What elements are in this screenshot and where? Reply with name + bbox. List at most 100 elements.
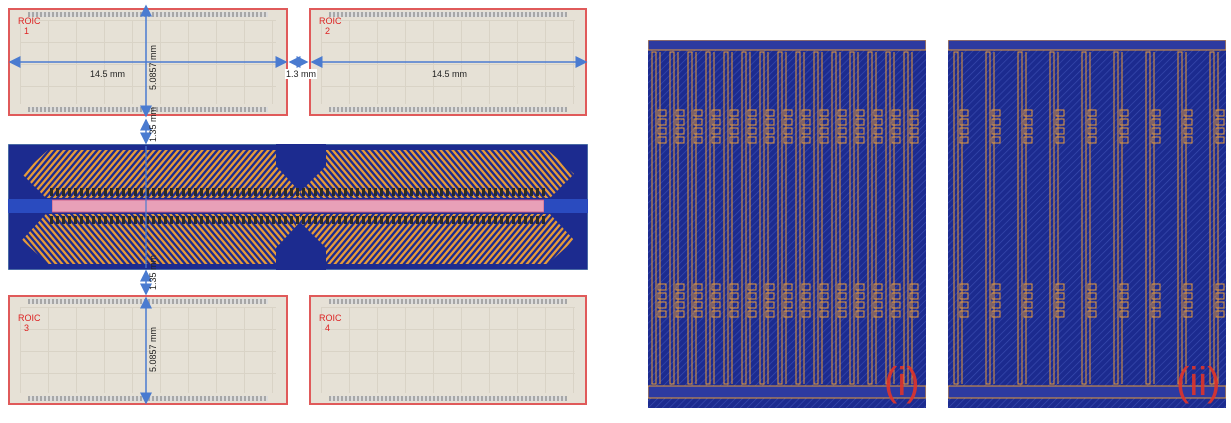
- bond-pad: [819, 127, 829, 135]
- bond-pad: [1119, 292, 1129, 300]
- bond-pad: [991, 136, 1001, 144]
- metal-column: [687, 51, 693, 385]
- bond-pad: [909, 283, 919, 291]
- bond-pad: [1023, 310, 1033, 318]
- bond-pad: [819, 118, 829, 126]
- roic-grid: [321, 307, 575, 393]
- bond-pad: [765, 118, 775, 126]
- bond-pad: [693, 109, 703, 117]
- metal-column: [741, 51, 747, 385]
- bond-pad: [1055, 109, 1065, 117]
- bond-pad: [991, 292, 1001, 300]
- bond-pad: [819, 301, 829, 309]
- bond-pad: [675, 301, 685, 309]
- bond-pad: [765, 136, 775, 144]
- bond-pad: [909, 301, 919, 309]
- bond-pad: [801, 283, 811, 291]
- bond-pad: [657, 118, 667, 126]
- bond-pad: [1183, 301, 1193, 309]
- bond-pad: [693, 127, 703, 135]
- bond-pad: [855, 118, 865, 126]
- bond-pad: [1151, 136, 1161, 144]
- bond-pad: [1183, 127, 1193, 135]
- bond-pad: [747, 283, 757, 291]
- bond-pad: [855, 283, 865, 291]
- bond-pad: [1151, 127, 1161, 135]
- bond-pad: [801, 118, 811, 126]
- bond-pad: [693, 283, 703, 291]
- bond-pad: [747, 310, 757, 318]
- bond-pad: [1151, 301, 1161, 309]
- notch-bottom: [276, 222, 326, 270]
- metal-column: [953, 51, 959, 385]
- interconnect-block: [8, 144, 588, 270]
- metal-column: [885, 51, 891, 385]
- column-group-ii: [953, 51, 1219, 385]
- width-label-left: 14.5 mm: [90, 69, 126, 79]
- notch-top: [276, 144, 326, 192]
- bond-pad: [909, 127, 919, 135]
- bond-pad: [765, 310, 775, 318]
- bond-pad: [1055, 283, 1065, 291]
- bond-pad: [1023, 136, 1033, 144]
- trace-fan-upper-right: [296, 150, 574, 198]
- bond-pad: [783, 127, 793, 135]
- bond-pad: [747, 292, 757, 300]
- bond-pad: [657, 292, 667, 300]
- bond-pad: [837, 127, 847, 135]
- bond-pad: [837, 301, 847, 309]
- bond-pad: [1087, 310, 1097, 318]
- roic-block-4: ROIC 4: [309, 295, 587, 405]
- bond-pad: [1023, 109, 1033, 117]
- bond-pad: [1119, 301, 1129, 309]
- bond-pad: [693, 292, 703, 300]
- bond-pad: [1023, 292, 1033, 300]
- bond-pad: [711, 292, 721, 300]
- bond-pad: [729, 127, 739, 135]
- bond-pad: [765, 283, 775, 291]
- bond-pad: [675, 292, 685, 300]
- bond-pad: [1183, 310, 1193, 318]
- bond-pad: [1087, 283, 1097, 291]
- bond-pad: [1183, 109, 1193, 117]
- trace-fan-lower-right: [296, 214, 574, 264]
- bond-pad: [657, 310, 667, 318]
- bond-pad: [1055, 301, 1065, 309]
- bond-pad: [783, 283, 793, 291]
- bond-pad: [693, 118, 703, 126]
- bond-pad: [747, 301, 757, 309]
- bond-pad: [891, 118, 901, 126]
- bond-pad: [891, 301, 901, 309]
- bond-pad: [801, 292, 811, 300]
- bond-pad: [783, 310, 793, 318]
- bond-pad: [819, 136, 829, 144]
- bond-pad: [1087, 136, 1097, 144]
- bond-pad: [1215, 301, 1225, 309]
- bond-pad: [855, 109, 865, 117]
- bond-pad: [837, 136, 847, 144]
- bond-pad: [729, 109, 739, 117]
- metal-column: [867, 51, 873, 385]
- bond-pad: [891, 109, 901, 117]
- bond-pad: [819, 283, 829, 291]
- bond-pad: [873, 310, 883, 318]
- bond-pad: [765, 127, 775, 135]
- spacing-label-bottom: 1.35 mm: [148, 254, 158, 290]
- bond-pad: [765, 301, 775, 309]
- bond-pad: [1151, 118, 1161, 126]
- bond-pad: [747, 118, 757, 126]
- pad-row-top: [329, 12, 567, 17]
- roic-label: ROIC 1: [18, 16, 41, 36]
- metal-column: [985, 51, 991, 385]
- bond-pad: [891, 310, 901, 318]
- bond-pad: [1087, 118, 1097, 126]
- bond-pad: [1055, 118, 1065, 126]
- height-label-top: 5.0857 mm: [148, 44, 158, 90]
- metal-column: [1209, 51, 1215, 385]
- metal-column: [1049, 51, 1055, 385]
- bond-pad: [711, 301, 721, 309]
- metal-column: [1177, 51, 1183, 385]
- bond-pad: [1055, 310, 1065, 318]
- bond-pad: [747, 136, 757, 144]
- bond-pad: [855, 301, 865, 309]
